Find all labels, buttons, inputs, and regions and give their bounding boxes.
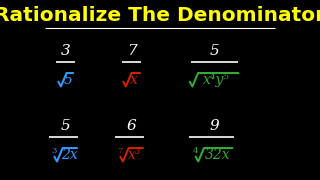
Text: 5: 5 bbox=[61, 119, 71, 133]
Text: Rationalize The Denominator: Rationalize The Denominator bbox=[0, 6, 320, 25]
Text: 3: 3 bbox=[61, 44, 71, 58]
Text: 2x: 2x bbox=[61, 148, 77, 162]
Text: 5: 5 bbox=[209, 44, 219, 58]
Text: x⁴y⁵: x⁴y⁵ bbox=[203, 73, 230, 87]
Text: 3: 3 bbox=[51, 147, 57, 155]
Text: x³: x³ bbox=[128, 148, 142, 162]
Text: 7: 7 bbox=[117, 147, 123, 155]
Text: 9: 9 bbox=[209, 119, 219, 133]
Text: 5: 5 bbox=[64, 73, 73, 87]
Text: 7: 7 bbox=[127, 44, 137, 58]
Text: 6: 6 bbox=[127, 119, 137, 133]
Text: 32x: 32x bbox=[205, 148, 230, 162]
Text: 4: 4 bbox=[192, 147, 198, 155]
Text: x: x bbox=[130, 73, 138, 87]
